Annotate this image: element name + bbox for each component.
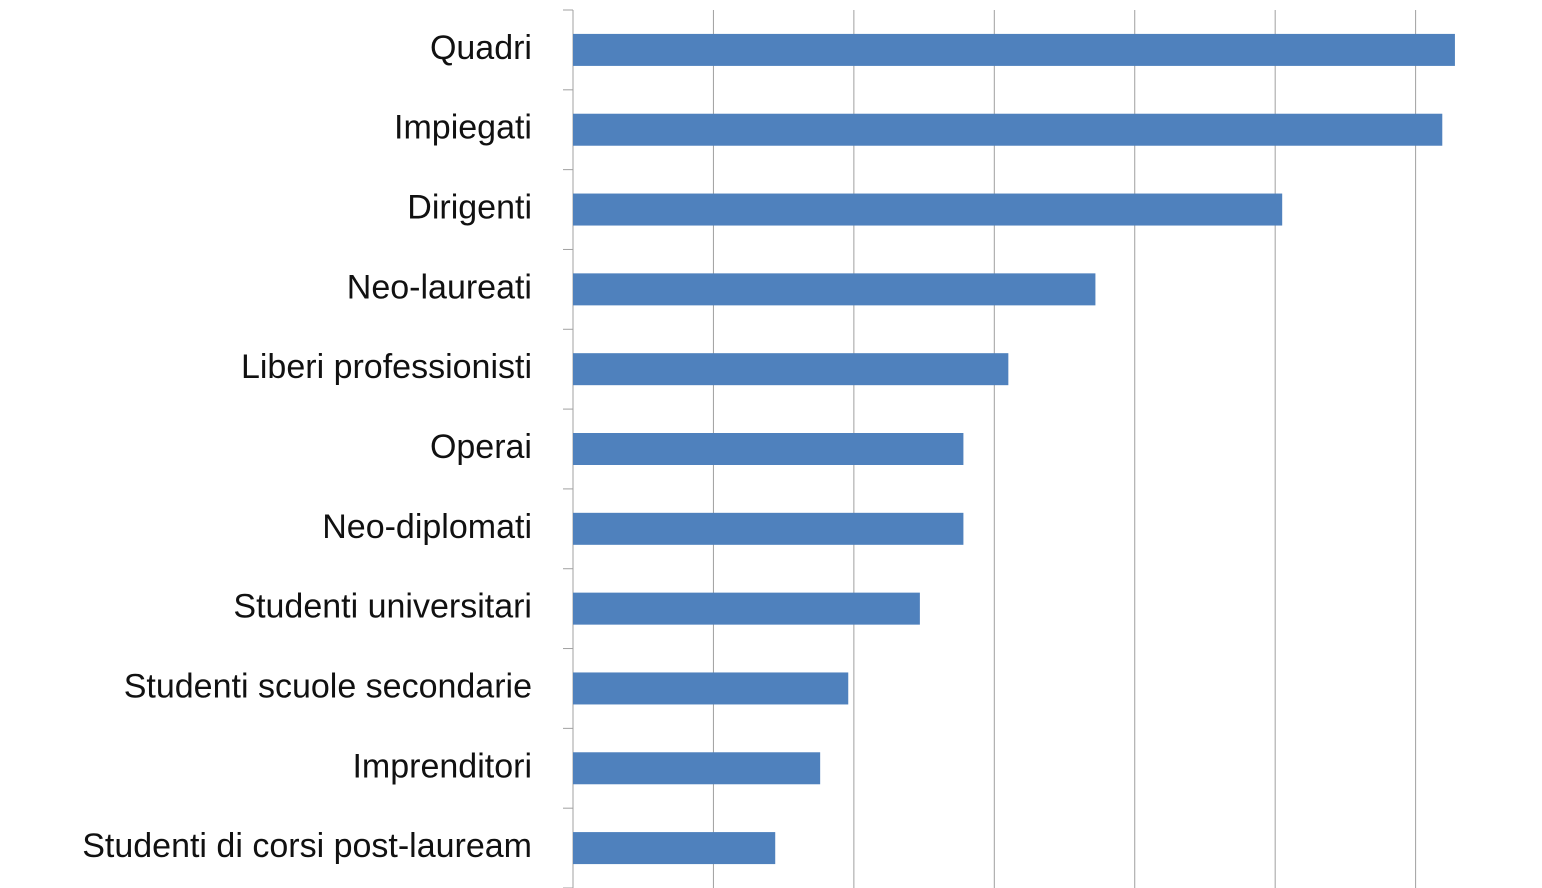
bar bbox=[573, 353, 1009, 386]
y-tick-label: Studenti universitari bbox=[233, 588, 532, 626]
y-tick-label: Studenti scuole secondarie bbox=[124, 667, 532, 705]
y-tick-label: Liberi professionisti bbox=[241, 348, 532, 386]
bar bbox=[573, 113, 1443, 146]
y-tick-label: Impiegati bbox=[394, 109, 532, 147]
bar bbox=[573, 512, 964, 545]
bar bbox=[573, 433, 964, 465]
y-tick-label: Quadri bbox=[430, 29, 532, 67]
bar bbox=[573, 832, 776, 865]
bar bbox=[573, 672, 849, 705]
y-tick-label: Neo-diplomati bbox=[322, 508, 532, 546]
y-tick-label: Neo-laureati bbox=[347, 268, 532, 306]
bar bbox=[573, 592, 920, 625]
bar bbox=[573, 752, 821, 785]
y-tick-label: Studenti di corsi post-lauream bbox=[82, 827, 532, 865]
y-tick-label: Imprenditori bbox=[352, 747, 532, 785]
bar bbox=[573, 33, 1455, 66]
bar bbox=[573, 193, 1283, 226]
y-tick-label: Dirigenti bbox=[407, 189, 532, 227]
bar bbox=[573, 273, 1096, 306]
y-tick-label: Operai bbox=[430, 428, 532, 466]
